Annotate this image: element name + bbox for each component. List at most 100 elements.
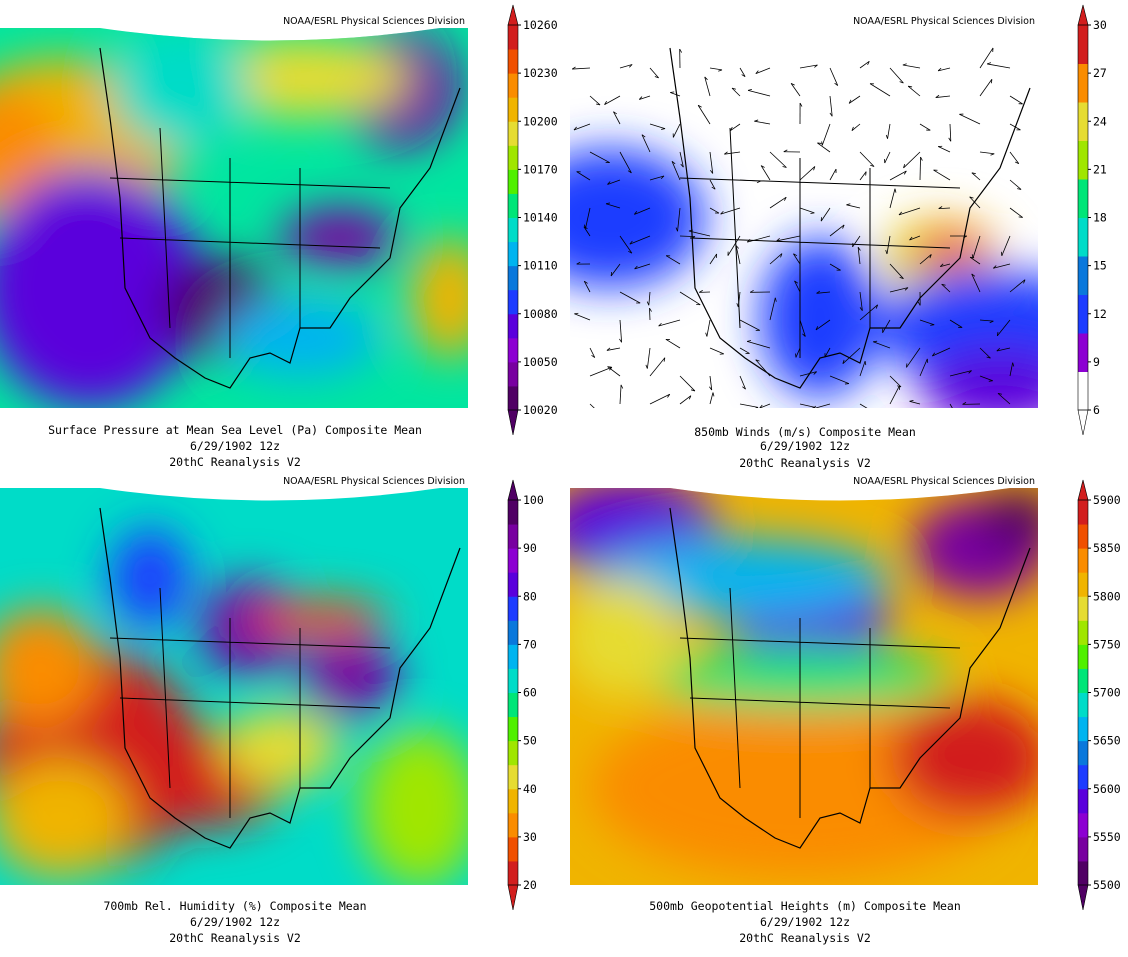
colorbar-segment [508,290,518,315]
colorbar-segment [508,73,518,98]
colorbar-label: 10200 [523,114,558,128]
colorbar: 1026010230102001017010140101101008010050… [508,5,558,435]
colorbar-segment [508,813,518,838]
colorbar-bottom-arrow [508,885,518,910]
colorbar-segment [508,765,518,790]
colorbar-label: 5850 [1093,541,1121,555]
credit: NOAA/ESRL Physical Sciences Division [283,16,465,27]
colorbar-segment [1078,102,1088,141]
colorbar-segment [508,169,518,194]
colorbar-segment [508,861,518,886]
contour-region [360,728,480,888]
colorbar-label: 30 [1093,18,1107,32]
map-field [0,28,490,408]
caption-line: 20thC Reanalysis V2 [739,931,871,945]
credit: NOAA/ESRL Physical Sciences Division [853,16,1035,27]
colorbar-label: 10140 [523,211,558,225]
colorbar-segment [508,596,518,621]
contour-region [110,528,190,628]
caption-line: 6/29/1902 12z [190,439,280,453]
colorbar-label: 5800 [1093,589,1121,603]
colorbar-segment [1078,500,1088,525]
colorbar-segment [1078,717,1088,742]
colorbar-segment [508,362,518,387]
map-field [540,478,1060,885]
colorbar-segment [508,218,518,243]
colorbar-bottom-arrow [508,410,518,435]
map-field [0,488,480,888]
colorbar-segment [1078,141,1088,180]
colorbar-segment [1078,572,1088,597]
colorbar-segment [508,548,518,573]
colorbar-segment [1078,295,1088,334]
colorbar-label: 24 [1093,114,1107,128]
colorbar-segment [1078,693,1088,718]
colorbar-segment [1078,741,1088,766]
caption-line: 500mb Geopotential Heights (m) Composite… [649,899,961,913]
colorbar-label: 10050 [523,355,558,369]
wind-arrow-head [598,414,602,415]
colorbar-segment [1078,218,1088,257]
colorbar-label: 100 [523,493,544,507]
colorbar-label: 12 [1093,307,1107,321]
colorbar-segment [508,386,518,411]
colorbar-segment [508,693,518,718]
colorbar-label: 10020 [523,403,558,417]
colorbar-segment [1078,837,1088,862]
wind-arrow-head [1019,217,1023,218]
colorbar-label: 10260 [523,18,558,32]
colorbar-segment [1078,548,1088,573]
colorbar-segment [508,620,518,645]
contour-region [890,698,1050,818]
colorbar-segment [508,193,518,218]
caption-line: 700mb Rel. Humidity (%) Composite Mean [103,899,366,913]
colorbar-top-arrow [1078,480,1088,500]
colorbar-segment [1078,256,1088,295]
map-panel: NOAA/ESRL Physical Sciences Division 700m… [0,476,544,945]
caption-line: 6/29/1902 12z [760,915,850,929]
colorbar-segment [1078,765,1088,790]
colorbar-segment [1078,644,1088,669]
contour-region [280,208,400,268]
colorbar-segment [1078,620,1088,645]
colorbar-segment [1078,524,1088,549]
colorbar-label: 21 [1093,162,1107,176]
colorbar-segment [1078,596,1088,621]
caption-line: Surface Pressure at Mean Sea Level (Pa) … [48,423,422,437]
colorbar-segment [508,338,518,363]
contour-region [220,708,340,788]
colorbar-top-arrow [1078,5,1088,25]
caption-line: 20thC Reanalysis V2 [739,456,871,470]
colorbar-bottom-arrow [1078,410,1088,435]
colorbar-segment [1078,789,1088,814]
colorbar-label: 15 [1093,259,1107,273]
colorbar-label: 70 [523,637,537,651]
contour-region [250,598,390,638]
colorbar-label: 20 [523,878,537,892]
colorbar-label: 27 [1093,66,1107,80]
colorbar-segment [1078,179,1088,218]
colorbar-segment [1078,813,1088,838]
credit: NOAA/ESRL Physical Sciences Division [283,476,465,487]
colorbar-label: 5500 [1093,878,1121,892]
colorbar-label: 80 [523,589,537,603]
wind-arrow [920,157,921,180]
colorbar-segment [1078,25,1088,64]
colorbar-segment [508,572,518,597]
colorbar-segment [508,49,518,74]
colorbar-label: 5700 [1093,686,1121,700]
colorbar-segment [508,524,518,549]
map-panel: NOAA/ESRL Physical Sciences Division 500m… [540,476,1121,945]
credit: NOAA/ESRL Physical Sciences Division [853,476,1035,487]
colorbar-segment [508,25,518,50]
colorbar-label: 5650 [1093,734,1121,748]
colorbar-label: 5550 [1093,830,1121,844]
colorbar-segment [508,741,518,766]
caption-line: 20thC Reanalysis V2 [169,455,301,469]
colorbar-segment [508,242,518,267]
wind-arrow-head [611,272,612,276]
